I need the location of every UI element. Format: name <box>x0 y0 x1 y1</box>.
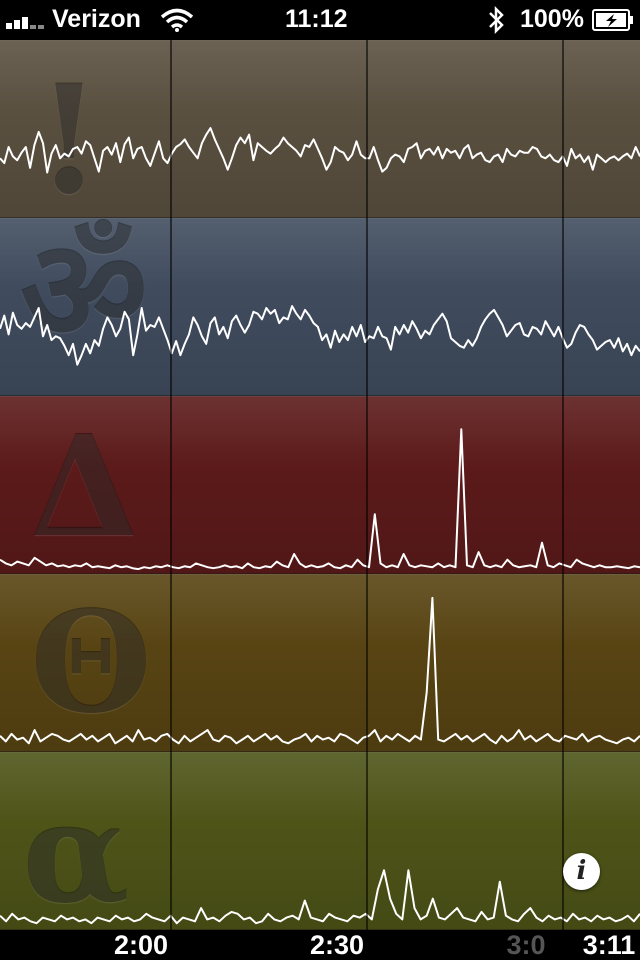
time-gridline-3-00 <box>562 40 564 930</box>
exclamation-line <box>0 127 640 174</box>
delta-line <box>0 428 640 571</box>
om-glyph: ॐ <box>20 218 148 373</box>
bluetooth-icon <box>489 5 504 35</box>
signal-icon <box>6 13 48 29</box>
panel-exclamation-series-line <box>0 127 640 174</box>
panel-exclamation: ! <box>0 40 640 218</box>
theta-line <box>0 596 640 745</box>
time-gridline-2-30 <box>366 40 368 930</box>
info-button[interactable]: i <box>563 853 600 890</box>
alpha-line <box>0 869 640 925</box>
exclamation-glyph: ! <box>36 52 102 218</box>
panel-delta-series-line <box>0 428 640 571</box>
panel-om-series-line <box>0 305 640 366</box>
om-line <box>0 305 640 366</box>
wifi-icon <box>160 8 194 32</box>
panel-theta-series-line <box>0 596 640 745</box>
theta-glyph: Θ <box>30 581 152 745</box>
status-time: 11:12 <box>285 5 348 33</box>
time-tick-3-00: 3:0 <box>506 930 546 960</box>
panel-alpha-series-line <box>0 869 640 925</box>
time-tick-3-11: 3:11 <box>582 930 636 960</box>
time-tick-2-30: 2:30 <box>309 930 365 960</box>
time-tick-2-00: 2:00 <box>113 930 169 960</box>
graph-panels: ! ॐ Δ Θ α <box>0 40 640 930</box>
alpha-glyph: α <box>22 771 130 930</box>
delta-glyph: Δ <box>30 405 139 569</box>
info-icon: i <box>576 856 587 886</box>
carrier-name: Verizon <box>52 5 141 33</box>
time-axis: 2:00 2:30 3:0 3:11 <box>0 930 640 960</box>
panel-delta: Δ <box>0 396 640 574</box>
panel-theta: Θ <box>0 574 640 752</box>
panel-om: ॐ <box>0 218 640 396</box>
panel-alpha: α <box>0 752 640 930</box>
battery-percent: 100% <box>520 5 584 33</box>
status-bar: Verizon 11:12 100% <box>0 0 640 40</box>
time-gridline-2-00 <box>170 40 172 930</box>
battery-charging-icon <box>592 9 633 31</box>
